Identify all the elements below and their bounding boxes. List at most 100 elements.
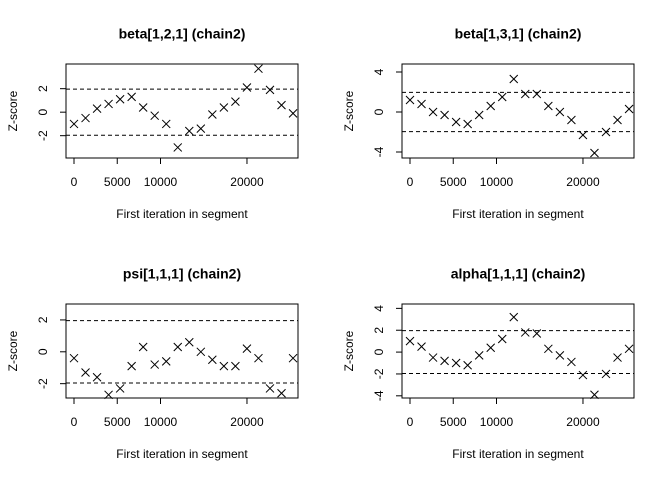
x-tick-label: 0: [407, 415, 414, 429]
x-tick-label: 20000: [566, 415, 600, 429]
point-stroke: [520, 89, 530, 99]
point-stroke: [497, 92, 507, 102]
point: [138, 103, 148, 112]
point-stroke: [463, 119, 472, 129]
y-axis-label: Z-score: [6, 330, 20, 371]
x-tick-label: 5000: [440, 175, 467, 189]
point: [242, 83, 252, 92]
panel: beta[1,3,1] (chain2) 0 5000 10000 20000 -4 0 4 F…: [342, 26, 635, 221]
point-stroke: [624, 104, 634, 114]
point-stroke: [474, 351, 484, 360]
point-stroke: [242, 344, 252, 353]
plot-box: [65, 303, 299, 399]
point: [69, 119, 79, 129]
point: [138, 342, 148, 352]
y-tick-label: -2: [36, 378, 50, 389]
y-tick-label: 2: [372, 327, 386, 334]
point-stroke: [196, 347, 206, 357]
point-stroke: [417, 342, 426, 351]
point-stroke: [567, 115, 576, 125]
point: [463, 360, 472, 370]
point: [207, 110, 217, 119]
point: [440, 356, 449, 366]
point-stroke: [92, 104, 102, 114]
point-stroke: [92, 372, 102, 382]
point: [601, 369, 611, 379]
point-stroke: [69, 119, 79, 129]
point-stroke: [451, 358, 461, 368]
point: [127, 361, 136, 371]
x-tick-label: 20000: [230, 415, 264, 429]
point-stroke: [81, 113, 90, 123]
point-stroke: [104, 390, 113, 400]
point-stroke: [417, 99, 426, 109]
point: [288, 353, 298, 363]
chart-title: beta[1,3,1] (chain2): [455, 26, 582, 42]
point-stroke: [567, 357, 576, 367]
point: [543, 101, 553, 111]
point-stroke: [104, 99, 113, 109]
point-stroke: [613, 353, 622, 362]
point: [127, 92, 136, 102]
point: [219, 103, 229, 112]
chart-title: beta[1,2,1] (chain2): [119, 26, 246, 42]
point-stroke: [486, 343, 496, 353]
point-stroke: [405, 95, 415, 105]
point-stroke: [613, 115, 622, 125]
x-tick-label: 5000: [440, 415, 467, 429]
point: [92, 372, 102, 382]
point-stroke: [207, 355, 217, 365]
point: [624, 104, 634, 114]
plot-box: [401, 63, 635, 159]
point: [81, 368, 90, 377]
point-stroke: [184, 126, 194, 136]
y-tick-label: 0: [36, 109, 50, 116]
point: [486, 101, 496, 111]
point: [578, 130, 588, 140]
point-stroke: [624, 344, 634, 354]
x-tick-label: 20000: [230, 175, 264, 189]
point: [115, 384, 125, 393]
point: [231, 97, 240, 106]
point-stroke: [405, 336, 415, 346]
point: [486, 343, 496, 353]
point: [474, 110, 484, 120]
point-stroke: [277, 388, 286, 398]
point: [463, 119, 472, 129]
x-tick-label: 5000: [104, 175, 131, 189]
point-stroke: [219, 103, 229, 112]
point: [150, 111, 160, 121]
point: [69, 353, 79, 363]
point-stroke: [69, 353, 79, 363]
point-stroke: [242, 83, 252, 92]
y-tick-label: -2: [372, 368, 386, 379]
point-stroke: [288, 108, 298, 118]
point-stroke: [138, 342, 148, 352]
point-stroke: [440, 110, 449, 120]
point: [265, 384, 275, 393]
chart-title: alpha[1,1,1] (chain2): [451, 266, 586, 282]
point: [613, 353, 622, 362]
x-axis-label: First iteration in segment: [116, 447, 248, 461]
point-stroke: [428, 353, 438, 362]
x-axis-label: First iteration in segment: [452, 447, 584, 461]
point-stroke: [590, 148, 599, 158]
point-stroke: [601, 127, 611, 137]
x-tick-label: 10000: [480, 415, 514, 429]
point-stroke: [254, 353, 263, 363]
point: [254, 353, 263, 363]
point-stroke: [150, 111, 160, 121]
point-stroke: [578, 370, 588, 380]
point-stroke: [509, 312, 519, 322]
point: [474, 351, 484, 360]
point: [161, 119, 171, 129]
point-stroke: [161, 119, 171, 129]
point: [92, 104, 102, 114]
point: [277, 388, 286, 398]
point-stroke: [277, 100, 286, 110]
point-stroke: [115, 384, 125, 393]
point-stroke: [184, 337, 194, 347]
point: [532, 89, 542, 99]
point-stroke: [265, 384, 275, 393]
